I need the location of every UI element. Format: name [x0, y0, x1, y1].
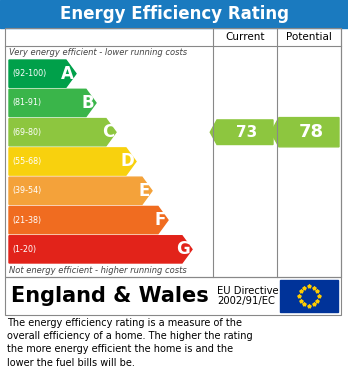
Text: (55-68): (55-68) [12, 157, 41, 166]
Polygon shape [9, 118, 116, 146]
Text: (92-100): (92-100) [12, 69, 46, 78]
Polygon shape [9, 148, 136, 175]
Text: E: E [139, 182, 150, 200]
Text: 78: 78 [299, 123, 324, 141]
Polygon shape [210, 120, 273, 145]
Text: Potential: Potential [286, 32, 332, 42]
Text: 2002/91/EC: 2002/91/EC [217, 296, 275, 306]
Text: Very energy efficient - lower running costs: Very energy efficient - lower running co… [9, 48, 187, 57]
Text: (39-54): (39-54) [12, 186, 41, 195]
Text: (69-80): (69-80) [12, 128, 41, 137]
Bar [280, 280, 338, 312]
Text: Current: Current [225, 32, 265, 42]
Text: C: C [102, 123, 114, 141]
Text: Energy Efficiency Rating: Energy Efficiency Rating [60, 5, 288, 23]
Polygon shape [9, 206, 168, 234]
Polygon shape [9, 89, 96, 117]
Text: EU Directive: EU Directive [217, 286, 279, 296]
Text: (1-20): (1-20) [12, 245, 36, 254]
Text: G: G [176, 240, 190, 258]
Text: England & Wales: England & Wales [11, 286, 209, 306]
Bar [5, 28, 341, 277]
Text: F: F [155, 211, 166, 229]
Text: B: B [81, 94, 94, 112]
Polygon shape [271, 118, 339, 147]
Polygon shape [9, 60, 76, 87]
Text: (21-38): (21-38) [12, 215, 41, 224]
Polygon shape [9, 236, 192, 263]
Text: A: A [61, 65, 74, 83]
Bar [0, 0, 348, 28]
Text: Not energy efficient - higher running costs: Not energy efficient - higher running co… [9, 266, 187, 275]
Bar [5, 277, 341, 315]
Text: The energy efficiency rating is a measure of the
overall efficiency of a home. T: The energy efficiency rating is a measur… [7, 318, 253, 368]
Polygon shape [9, 177, 152, 204]
Text: 73: 73 [236, 125, 258, 140]
Text: (81-91): (81-91) [12, 99, 41, 108]
Text: D: D [120, 152, 134, 170]
